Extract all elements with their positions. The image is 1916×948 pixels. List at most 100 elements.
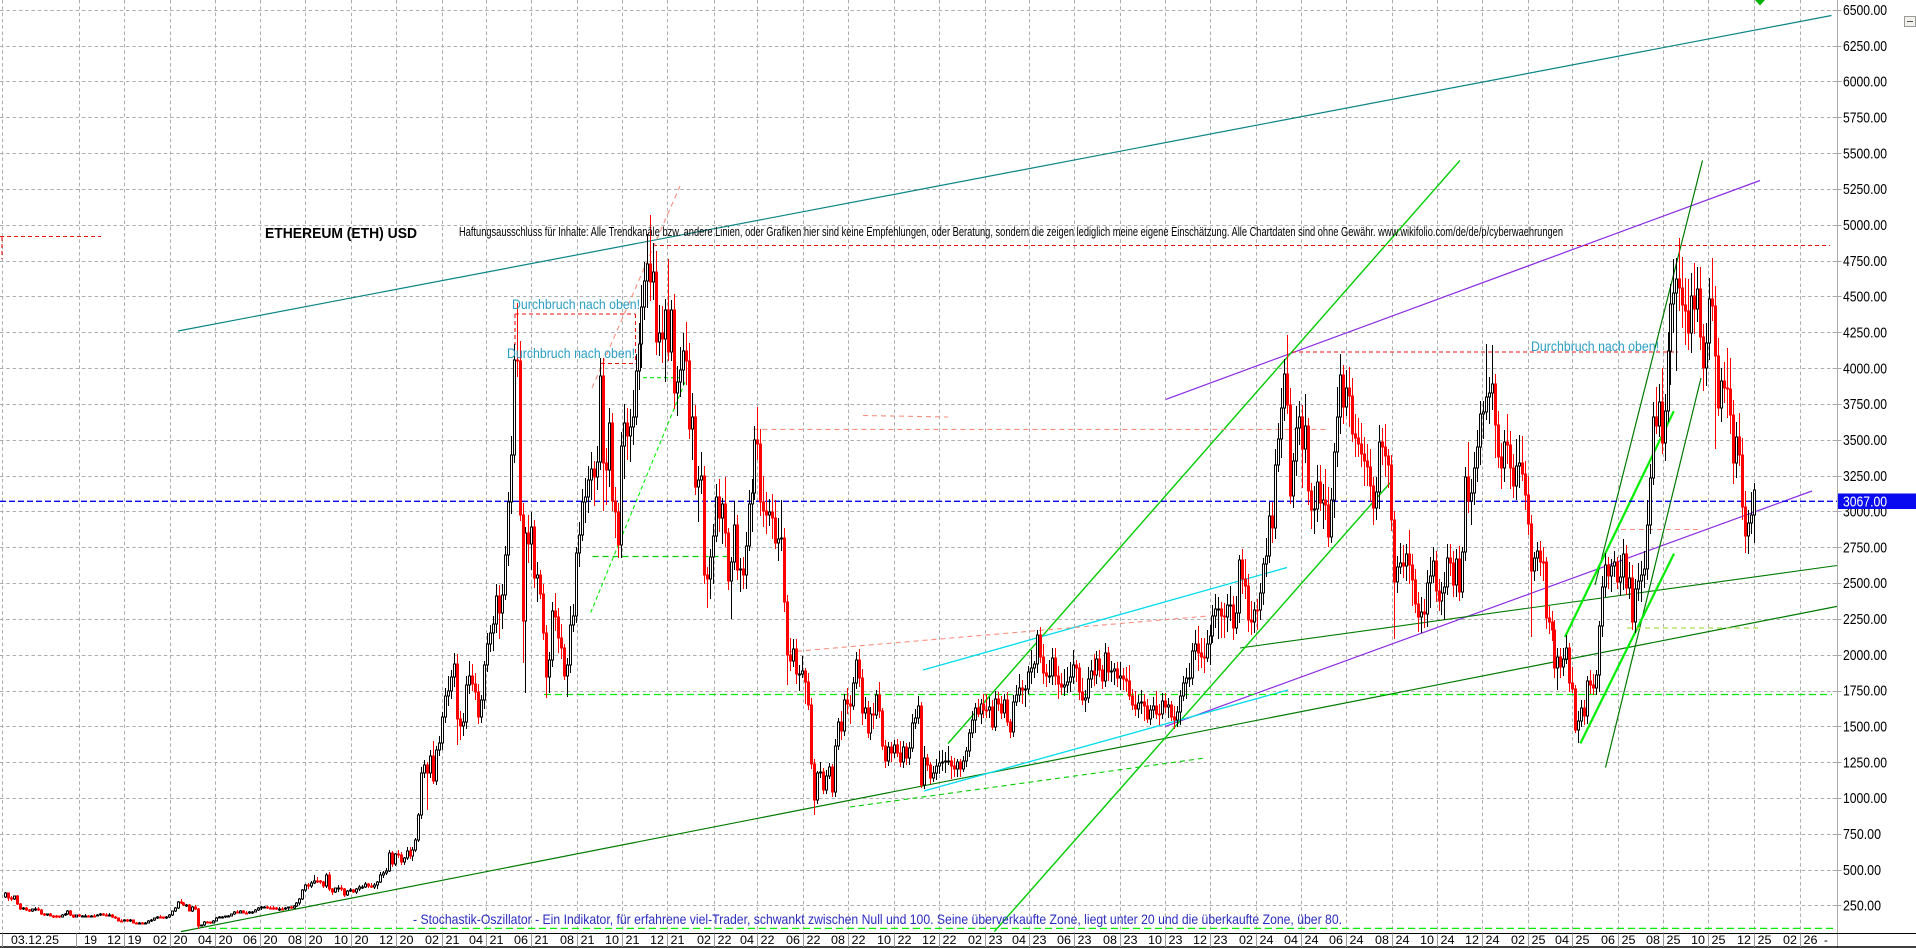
svg-text:24: 24 [1260, 935, 1275, 947]
svg-text:06: 06 [1329, 935, 1343, 947]
svg-text:Durchbruch nach oben!: Durchbruch nach oben! [1531, 339, 1659, 354]
svg-text:24: 24 [1305, 935, 1320, 947]
svg-text:06: 06 [786, 935, 800, 947]
svg-text:22: 22 [761, 935, 775, 947]
svg-text:250.00: 250.00 [1843, 898, 1881, 915]
svg-text:20: 20 [174, 935, 188, 947]
svg-text:24: 24 [1350, 935, 1365, 947]
svg-text:1250.00: 1250.00 [1843, 754, 1887, 771]
svg-text:10: 10 [605, 935, 619, 947]
svg-text:06: 06 [243, 935, 257, 947]
svg-text:750.00: 750.00 [1843, 826, 1881, 843]
svg-text:23: 23 [989, 935, 1003, 947]
svg-text:04: 04 [198, 935, 213, 947]
svg-text:10: 10 [1148, 935, 1162, 947]
svg-text:08: 08 [831, 935, 845, 947]
svg-text:25: 25 [1712, 935, 1726, 947]
svg-text:3500.00: 3500.00 [1843, 432, 1887, 449]
svg-text:21: 21 [535, 935, 549, 947]
svg-text:04: 04 [1012, 935, 1027, 947]
svg-text:2000.00: 2000.00 [1843, 647, 1887, 664]
svg-text:08: 08 [1646, 935, 1660, 947]
svg-text:02: 02 [153, 935, 167, 947]
svg-text:4500.00: 4500.00 [1843, 289, 1887, 306]
svg-text:4250.00: 4250.00 [1843, 325, 1887, 342]
svg-text:23: 23 [1124, 935, 1138, 947]
svg-text:12: 12 [1737, 935, 1751, 947]
svg-text:12: 12 [379, 935, 393, 947]
svg-text:24: 24 [1396, 935, 1411, 947]
svg-text:2250.00: 2250.00 [1843, 611, 1887, 628]
svg-text:2500.00: 2500.00 [1843, 575, 1887, 592]
svg-text:5750.00: 5750.00 [1843, 110, 1887, 127]
svg-text:6250.00: 6250.00 [1843, 38, 1887, 55]
svg-text:Durchbruch nach oben!: Durchbruch nach oben! [512, 297, 640, 312]
svg-text:23: 23 [1078, 935, 1092, 947]
svg-text:22: 22 [807, 935, 821, 947]
svg-text:3067.00: 3067.00 [1843, 494, 1887, 511]
svg-text:21: 21 [490, 935, 504, 947]
svg-text:06: 06 [1601, 935, 1615, 947]
svg-text:21: 21 [446, 935, 460, 947]
svg-text:5000.00: 5000.00 [1843, 217, 1887, 234]
svg-text:10: 10 [1691, 935, 1705, 947]
svg-text:-: - [1824, 935, 1828, 947]
svg-text:08: 08 [1375, 935, 1389, 947]
svg-text:06: 06 [514, 935, 528, 947]
svg-text:6500.00: 6500.00 [1843, 2, 1887, 19]
svg-text:21: 21 [581, 935, 595, 947]
svg-text:08: 08 [560, 935, 574, 947]
svg-text:20: 20 [355, 935, 369, 947]
svg-text:4000.00: 4000.00 [1843, 360, 1887, 377]
svg-text:10: 10 [334, 935, 348, 947]
svg-text:24: 24 [1486, 935, 1501, 947]
svg-text:500.00: 500.00 [1843, 862, 1881, 879]
svg-text:5500.00: 5500.00 [1843, 145, 1887, 162]
svg-text:12: 12 [1465, 935, 1479, 947]
svg-text:02: 02 [1239, 935, 1253, 947]
svg-text:23: 23 [1214, 935, 1228, 947]
svg-text:Durchbruch nach oben!: Durchbruch nach oben! [507, 346, 635, 361]
svg-text:06: 06 [1057, 935, 1071, 947]
svg-text:23: 23 [1033, 935, 1047, 947]
svg-text:3750.00: 3750.00 [1843, 396, 1887, 413]
svg-text:23: 23 [1169, 935, 1183, 947]
svg-text:25: 25 [1576, 935, 1590, 947]
svg-text:4750.00: 4750.00 [1843, 253, 1887, 270]
svg-text:22: 22 [852, 935, 866, 947]
svg-text:6000.00: 6000.00 [1843, 74, 1887, 91]
svg-text:04: 04 [469, 935, 484, 947]
svg-text:20: 20 [309, 935, 323, 947]
svg-text:5250.00: 5250.00 [1843, 181, 1887, 198]
svg-text:1750.00: 1750.00 [1843, 683, 1887, 700]
svg-text:12: 12 [650, 935, 664, 947]
svg-text:21: 21 [626, 935, 640, 947]
svg-text:10: 10 [877, 935, 891, 947]
svg-text:25: 25 [1758, 935, 1772, 947]
svg-text:1000.00: 1000.00 [1843, 790, 1887, 807]
svg-text:10: 10 [1420, 935, 1434, 947]
svg-text:02: 02 [1511, 935, 1525, 947]
svg-text:24: 24 [1441, 935, 1456, 947]
svg-text:20: 20 [400, 935, 414, 947]
svg-text:02: 02 [425, 935, 439, 947]
svg-text:21: 21 [671, 935, 685, 947]
svg-text:2750.00: 2750.00 [1843, 539, 1887, 556]
svg-text:08: 08 [288, 935, 302, 947]
svg-text:02: 02 [697, 935, 711, 947]
svg-text:3250.00: 3250.00 [1843, 468, 1887, 485]
svg-text:02: 02 [1783, 935, 1797, 947]
svg-text:04: 04 [1284, 935, 1299, 947]
svg-text:04: 04 [740, 935, 755, 947]
svg-text:02: 02 [968, 935, 982, 947]
svg-text:22: 22 [943, 935, 957, 947]
svg-text:20: 20 [264, 935, 278, 947]
svg-text:1500.00: 1500.00 [1843, 719, 1887, 736]
svg-text:19: 19 [84, 935, 97, 947]
svg-text:03.12.25: 03.12.25 [11, 935, 59, 947]
svg-text:04: 04 [1555, 935, 1570, 947]
svg-text:20: 20 [219, 935, 233, 947]
svg-text:08: 08 [1103, 935, 1117, 947]
svg-text:19: 19 [128, 935, 142, 947]
svg-text:- Stochastik-Oszillator - Ein: - Stochastik-Oszillator - Ein Indikator,… [413, 911, 1342, 927]
